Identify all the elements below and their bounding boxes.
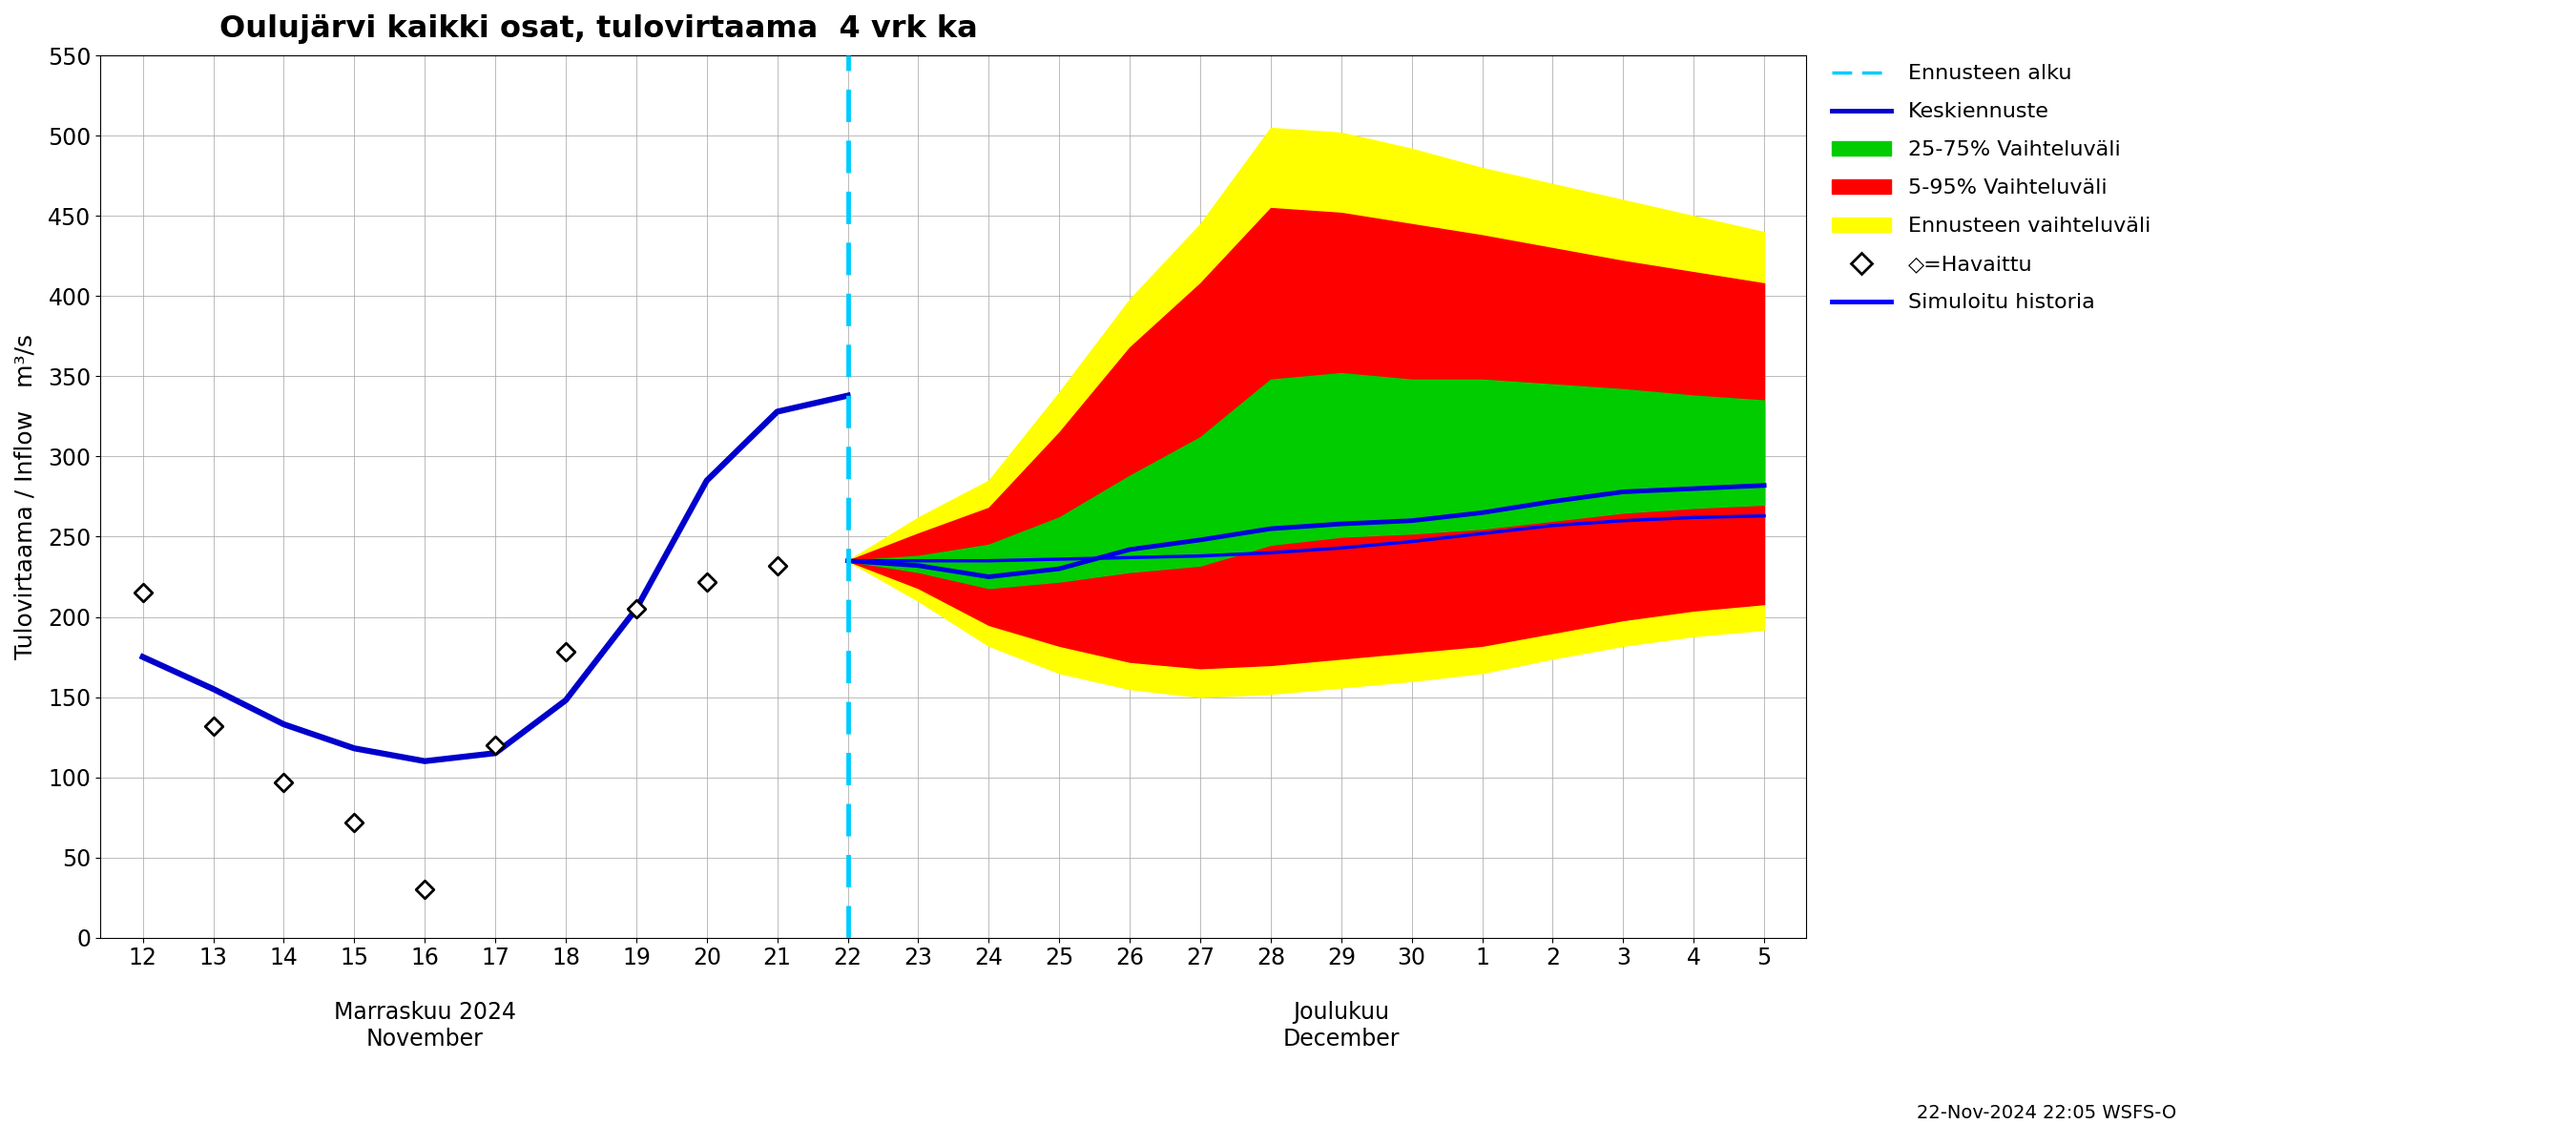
Point — [263, 773, 304, 791]
Point — [121, 584, 162, 602]
Point — [685, 572, 726, 591]
Point — [616, 600, 657, 618]
Legend: Ennusteen alku, Keskiennuste, 25-75% Vaihteluväli, 5-95% Vaihteluväli, Ennusteen: Ennusteen alku, Keskiennuste, 25-75% Vai… — [1824, 56, 2159, 321]
Point — [474, 736, 515, 755]
Y-axis label: Tulovirtaama / Inflow   m³/s: Tulovirtaama / Inflow m³/s — [15, 334, 36, 660]
Point — [404, 881, 446, 899]
Text: 22-Nov-2024 22:05 WSFS-O: 22-Nov-2024 22:05 WSFS-O — [1917, 1104, 2177, 1122]
Point — [335, 813, 376, 831]
Text: Oulujärvi kaikki osat, tulovirtaama  4 vrk ka: Oulujärvi kaikki osat, tulovirtaama 4 vr… — [219, 14, 979, 44]
Text: Marraskuu 2024
November: Marraskuu 2024 November — [335, 1001, 515, 1050]
Text: Joulukuu
December: Joulukuu December — [1283, 1001, 1399, 1050]
Point — [757, 556, 799, 575]
Point — [546, 643, 587, 662]
Point — [193, 717, 234, 735]
